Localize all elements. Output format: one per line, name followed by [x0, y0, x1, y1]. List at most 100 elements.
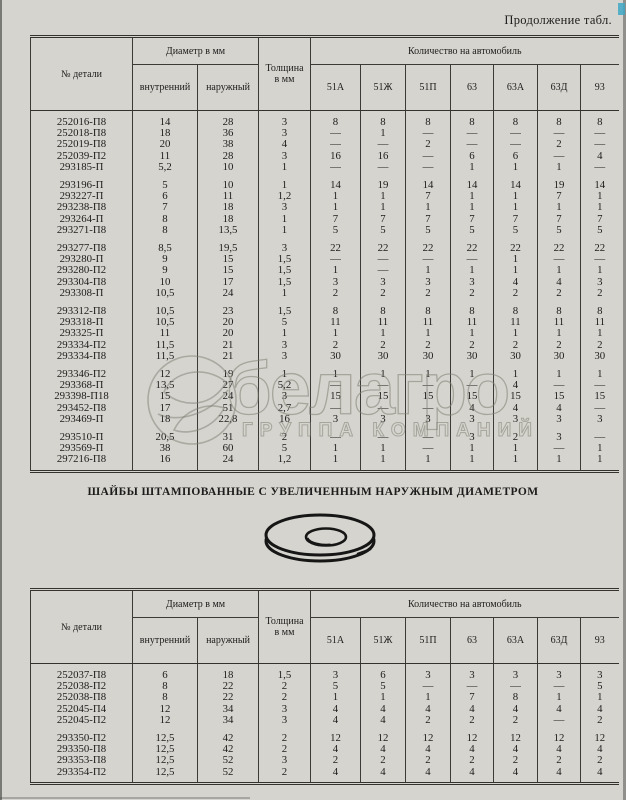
part-number-cell: 293318-П — [59, 316, 104, 329]
value-cell: 1 — [493, 161, 538, 174]
value-cell: 4 — [360, 766, 406, 784]
value-cell: 1 — [537, 454, 581, 472]
value-cell: — — [360, 265, 406, 277]
value-cell: 1 — [493, 443, 538, 455]
value-cell: 8 — [132, 692, 198, 704]
value-cell: 22 — [450, 236, 494, 255]
value-cell: 22 — [197, 692, 259, 704]
part-number-cell: 293452-П8 — [56, 401, 107, 414]
value-cell: — — [360, 139, 406, 151]
value-cell: 12 — [537, 726, 581, 745]
table-row: 252045-П2 12 34 3 4 4 2 2 2—2 — [31, 714, 619, 727]
value-cell: 34 — [197, 714, 259, 727]
value-cell: 1 — [579, 362, 619, 381]
value-cell: 9 — [132, 265, 198, 277]
table-continuation-note: Продолжение табл. — [504, 13, 612, 27]
table-row: 293318-П 10,5 20 5 11 11 11 11 11 11 11 — [31, 316, 619, 329]
part-number-cell: 293304-П8 — [56, 275, 107, 288]
part-number-cell: 293308-П — [59, 286, 104, 299]
value-cell: — — [579, 161, 619, 174]
value-cell: 6 — [360, 663, 406, 682]
col-header-outer-diameter: наружный — [197, 617, 259, 664]
value-cell: 4 — [579, 744, 619, 756]
value-cell: 12 — [132, 362, 198, 381]
value-cell: 3 — [537, 425, 581, 444]
value-cell: 19,5 — [197, 236, 259, 255]
value-cell: 4 — [493, 703, 538, 715]
value-cell: 8 — [450, 110, 494, 129]
table-row: 293304-П8 10 17 1,5 3 3 3 3 4 4 3 — [31, 275, 619, 288]
value-cell: 2 — [537, 287, 581, 300]
value-cell: 1 — [310, 328, 361, 340]
value-cell: 4 — [405, 744, 451, 756]
value-cell: 7 — [579, 213, 619, 225]
scan-edge-left — [0, 0, 2, 800]
value-cell: 7 — [360, 213, 406, 225]
value-cell: 1 — [360, 202, 406, 214]
value-cell: 7 — [493, 213, 538, 225]
col-header-part-number: № детали — [30, 36, 133, 111]
value-cell: 16 — [360, 150, 406, 162]
value-cell: 2 — [450, 339, 494, 351]
value-cell: 2 — [258, 726, 311, 745]
value-cell: — — [405, 380, 451, 392]
value-cell: 1 — [310, 362, 361, 381]
value-cell: 11 — [537, 317, 581, 329]
value-cell: — — [405, 254, 451, 266]
value-cell: — — [579, 402, 619, 414]
value-cell: 1 — [579, 454, 619, 472]
value-cell: 5 — [258, 317, 311, 329]
value-cell: 9 — [132, 254, 198, 266]
value-cell: 34 — [197, 703, 259, 715]
table-row: 293271-П8 8 13,5 1 5 5 5 5 5 5 5 — [31, 224, 619, 237]
value-cell: 21 — [197, 350, 259, 363]
part-number-cell: 293277-П8 — [56, 242, 107, 255]
value-cell: 4 — [537, 766, 581, 784]
value-cell: 3 — [310, 276, 361, 288]
value-cell: 3 — [258, 391, 311, 403]
value-cell: 15 — [450, 391, 494, 403]
table-row: 293334-П2 11,5 21 3 2 2 2 2 2 2 2 — [31, 339, 619, 351]
value-cell: — — [579, 380, 619, 392]
col-group-quantity: Количество на автомобиль — [309, 36, 619, 65]
table-row: 293227-П 6 11 1,2 1 1 7 1 1 7 1 — [31, 191, 619, 203]
value-cell: 4 — [450, 744, 494, 756]
part-number-cell: 293368-П — [59, 379, 104, 392]
value-cell: 3 — [258, 703, 311, 715]
value-cell: 8 — [579, 110, 619, 129]
value-cell: 5 — [579, 680, 619, 693]
table-row: 293280-П 9 15 1,5— — — —1— — — [31, 254, 619, 266]
col-header-outer-diameter: наружный — [197, 64, 259, 111]
value-cell: 8 — [132, 224, 198, 237]
value-cell: 42 — [197, 726, 259, 745]
value-cell: 5 — [360, 680, 406, 693]
value-cell: 1 — [258, 287, 311, 300]
value-cell: 3 — [405, 413, 451, 426]
part-number-cell: 293185-П — [59, 160, 104, 173]
value-cell: — — [579, 254, 619, 266]
value-cell: — — [450, 127, 494, 140]
value-cell: 5 — [493, 224, 538, 237]
value-cell: 1 — [360, 443, 406, 455]
value-cell: 14 — [132, 110, 198, 129]
value-cell: 3 — [579, 276, 619, 288]
part-number-cell: 293312-П8 — [56, 305, 107, 318]
value-cell: 22,8 — [197, 413, 259, 426]
value-cell: 30 — [360, 350, 406, 363]
value-cell: 4 — [310, 766, 361, 784]
value-cell: 6 — [493, 150, 538, 162]
col-header-model-63: 63 — [450, 64, 494, 111]
value-cell: 2 — [360, 287, 406, 300]
value-cell: 1,2 — [258, 191, 311, 203]
value-cell: 16 — [258, 413, 311, 426]
value-cell: 12 — [132, 703, 198, 715]
part-number-cell: 252019-П8 — [56, 138, 107, 151]
part-number-cell: 293353-П8 — [56, 754, 107, 767]
value-cell: 16 — [310, 150, 361, 162]
value-cell: 4 — [537, 276, 581, 288]
value-cell: 1 — [310, 202, 361, 214]
value-cell: 30 — [405, 350, 451, 363]
value-cell: 6 — [450, 150, 494, 162]
part-number-cell: 293280-П2 — [56, 264, 107, 277]
value-cell: — — [537, 443, 581, 455]
